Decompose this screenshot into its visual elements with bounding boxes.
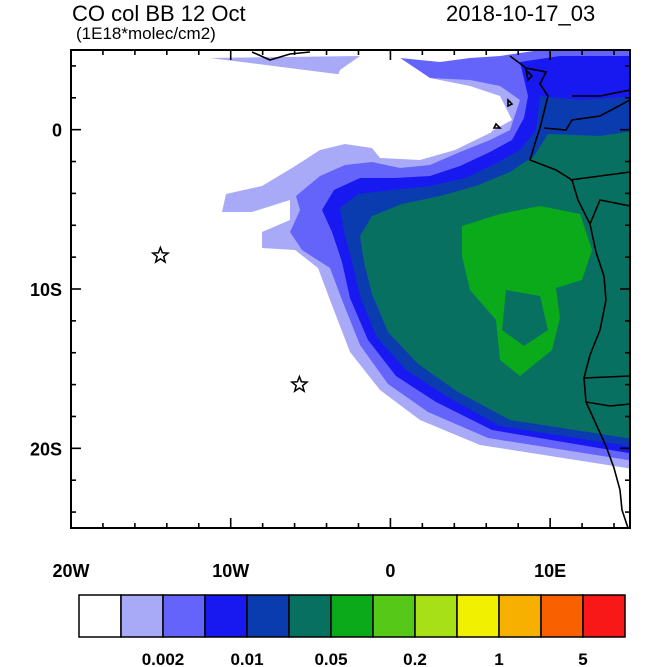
coastline: [251, 51, 630, 528]
map-timestamp: 2018-10-17_03: [446, 1, 596, 26]
colorbar-box: [414, 594, 458, 638]
y-tick-label: 10S: [30, 280, 62, 300]
star-marker-ascension: [150, 245, 170, 264]
colorbar-box: [120, 594, 164, 638]
colorbar-box: [78, 594, 122, 638]
axis-ticks: 20W 10W 0 10E 0 10S 20S: [30, 50, 630, 581]
colorbar-box: [456, 594, 500, 638]
site-markers: [150, 245, 309, 393]
colorbar-box: [288, 594, 332, 638]
x-tick-label: 10E: [534, 561, 566, 581]
colorbar-label: 0.2: [403, 650, 427, 667]
colorbar-label: 5: [578, 650, 587, 667]
clean-air-inlet: [330, 56, 512, 156]
x-tick-label: 10W: [212, 561, 249, 581]
colorbar-box: [162, 594, 206, 638]
colorbar-box: [498, 594, 542, 638]
colorbar-label: 0.05: [314, 650, 347, 667]
x-tick-label: 20W: [52, 561, 89, 581]
colorbar-box: [540, 594, 584, 638]
y-tick-label: 0: [52, 121, 62, 141]
x-tick-label: 0: [385, 561, 395, 581]
colorbar-box: [582, 594, 626, 638]
colorbar-label: 0.002: [142, 650, 185, 667]
plume-level-5-patch: [502, 290, 548, 346]
colorbar-label: 0.01: [230, 650, 263, 667]
colorbar-box: [246, 594, 290, 638]
colorbar-box: [204, 594, 248, 638]
colorbar-label: 1: [494, 650, 503, 667]
co-concentration-field: [210, 50, 630, 469]
star-marker-st-helena: [289, 374, 309, 393]
map-title: CO col BB 12 Oct: [72, 1, 246, 26]
colorbar-box: [372, 594, 416, 638]
colorbar: 0.002 0.01 0.05 0.2 1 5: [78, 594, 626, 667]
y-tick-label: 20S: [30, 439, 62, 459]
colorbar-box: [330, 594, 374, 638]
plume-level-6: [462, 206, 592, 376]
map-units: (1E18*molec/cm2): [76, 24, 216, 43]
